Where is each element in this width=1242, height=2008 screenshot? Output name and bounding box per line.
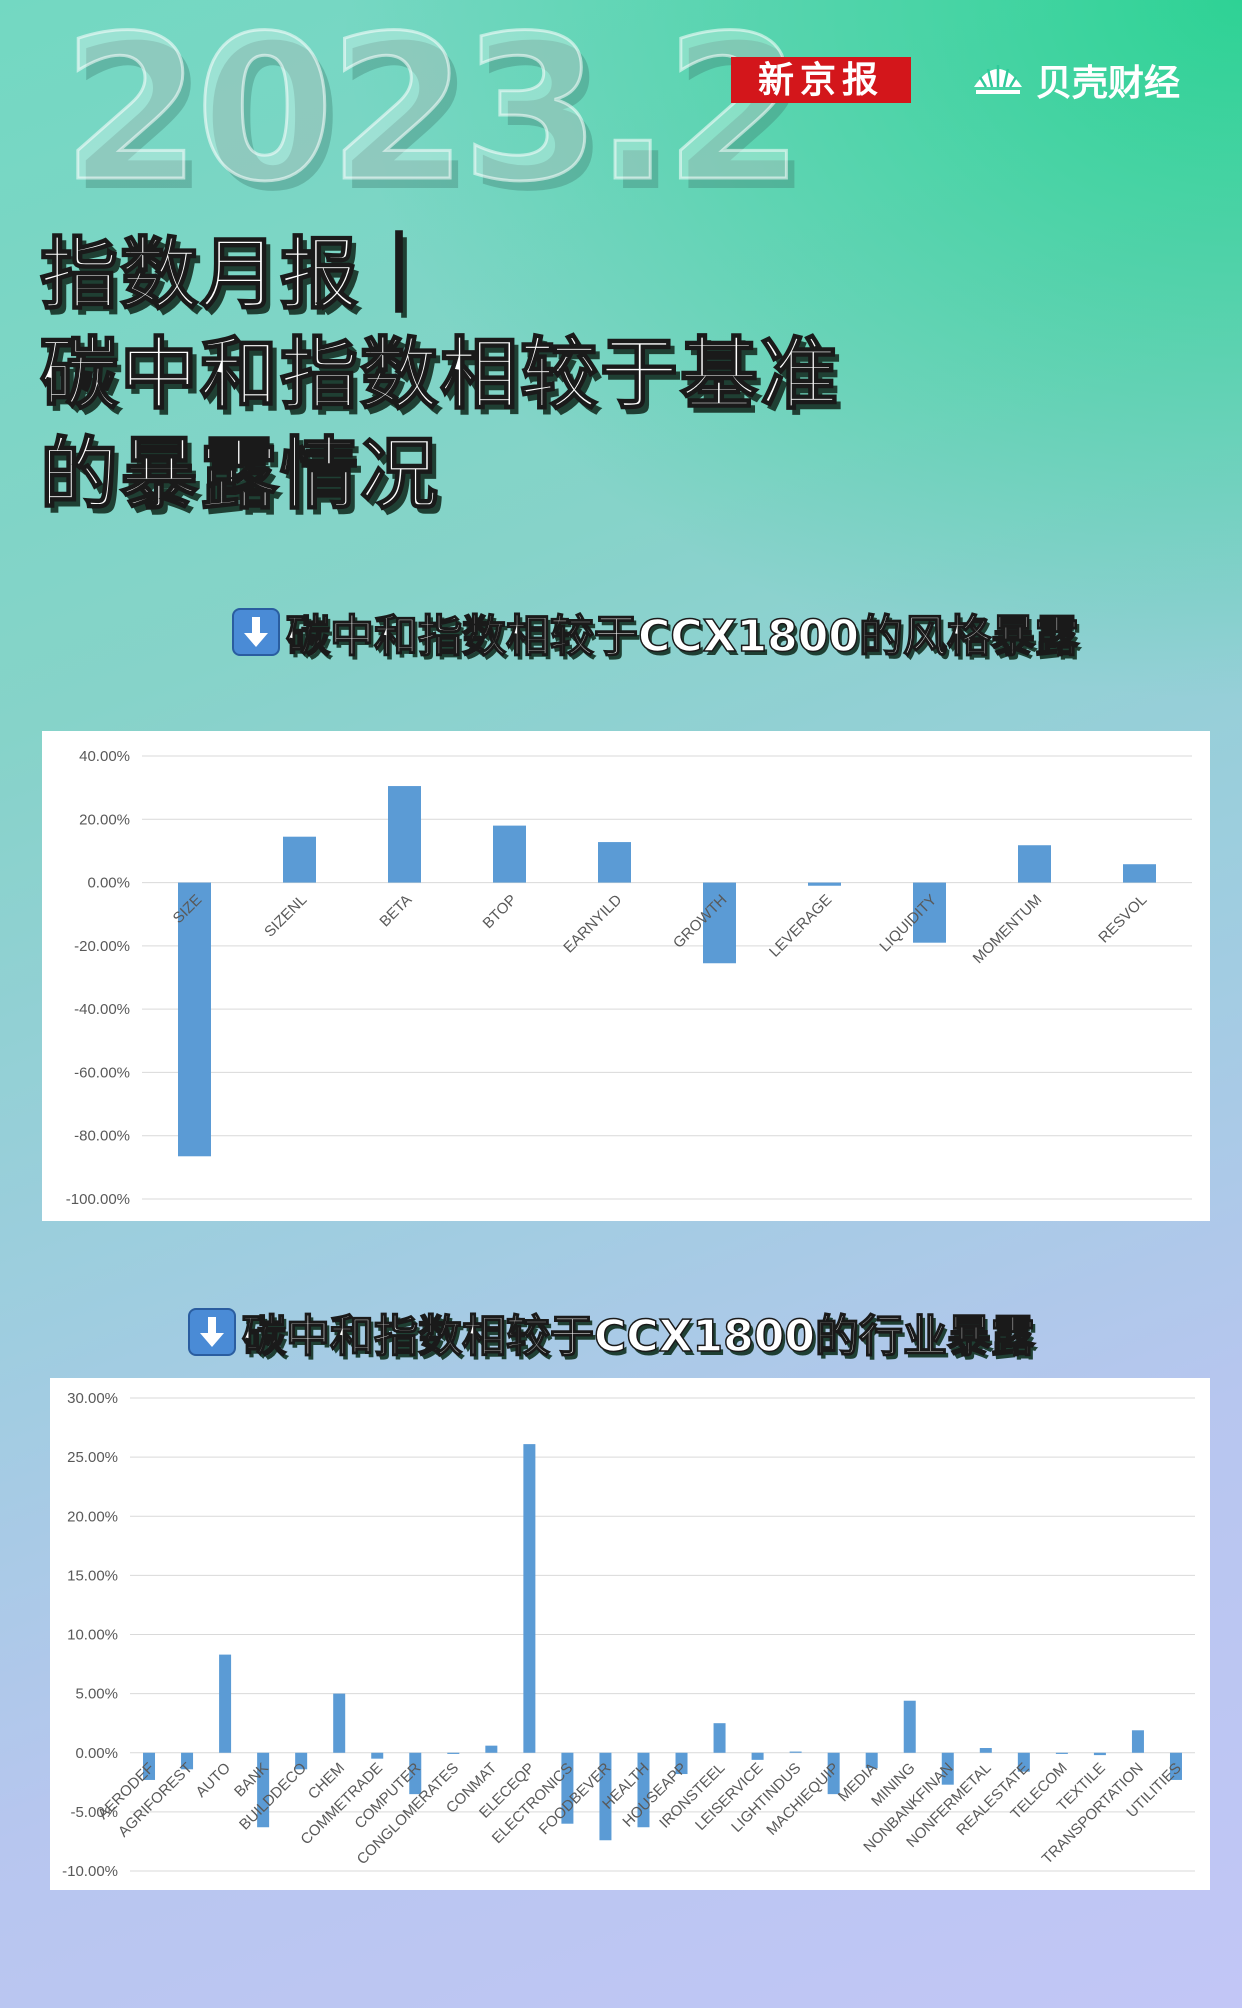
bar-utilities	[1169, 1752, 1182, 1780]
bar-media	[865, 1752, 878, 1769]
bar-telecom	[1055, 1752, 1068, 1754]
y-tick-label: -10.00%	[62, 1863, 118, 1880]
x-category-label: BTOP	[480, 891, 521, 932]
bar-realestate	[1017, 1752, 1030, 1772]
y-tick-label: 15.00%	[67, 1567, 118, 1584]
bar-lightindus	[789, 1751, 802, 1753]
y-tick-label: 25.00%	[67, 1449, 118, 1466]
y-tick-label: 5.00%	[75, 1686, 118, 1703]
bar-sizenl	[283, 836, 316, 883]
y-tick-label: -60.00%	[74, 1064, 130, 1081]
bar-beta	[388, 786, 421, 883]
bar-health	[637, 1752, 650, 1828]
industry-exposure-plot: 30.00% 25.00% 20.00% 15.00% 10.00% 5.00% 0.00%…	[62, 1390, 1195, 1880]
bar-auto	[219, 1654, 232, 1753]
xinjingbao-logo: 新京报	[731, 57, 911, 103]
bar-electronics	[561, 1752, 574, 1824]
x-category-label: EARNYILD	[560, 891, 625, 956]
x-category-label: BETA	[376, 891, 415, 930]
y-tick-label: 20.00%	[79, 811, 130, 828]
bar-ironsteel	[713, 1723, 726, 1753]
x-category-label: LEVERAGE	[766, 891, 835, 960]
year-watermark: 2023.2	[61, 0, 806, 226]
y-tick-label: -20.00%	[74, 938, 130, 955]
x-category-label: SIZENL	[261, 891, 310, 940]
y-tick-label: 20.00%	[67, 1508, 118, 1525]
title-line-3: 的暴露情况	[39, 430, 441, 520]
bar-foodbever	[599, 1752, 612, 1841]
industry-exposure-heading: 碳中和指数相较于CCX1800的行业暴露	[188, 1300, 1036, 1364]
y-tick-label: 30.00%	[67, 1390, 118, 1407]
bar-machiequip	[827, 1752, 840, 1795]
x-category-label: BUILDDECO	[236, 1760, 310, 1834]
x-category-label: AUTO	[193, 1760, 234, 1801]
title-line-2: 碳中和指数相较于基准	[39, 330, 841, 420]
y-tick-label: -40.00%	[74, 1001, 130, 1018]
down-arrow-icon	[232, 608, 280, 656]
bar-resvol	[1123, 864, 1156, 883]
bar-conmat	[485, 1745, 498, 1753]
bar-commetrade	[371, 1752, 384, 1759]
down-arrow-icon	[188, 1308, 236, 1356]
y-tick-label: 40.00%	[79, 748, 130, 765]
y-tick-label: 0.00%	[75, 1745, 118, 1762]
y-tick-label: 10.00%	[67, 1627, 118, 1644]
bar-liquidity	[913, 882, 946, 943]
bar-conglomerates	[447, 1752, 460, 1754]
bar-chem	[333, 1693, 346, 1753]
bar-agriforest	[181, 1752, 194, 1770]
bar-mining	[903, 1700, 916, 1753]
y-tick-label: -100.00%	[66, 1191, 130, 1208]
bar-eleceqp	[523, 1444, 536, 1753]
x-category-label: MOMENTUM	[970, 891, 1046, 967]
bar-aerodef	[143, 1752, 156, 1780]
bar-textile	[1093, 1752, 1106, 1756]
industry-exposure-title: 碳中和指数相较于CCX1800的行业暴露	[241, 1310, 1035, 1363]
style-exposure-chart: 40.00% 20.00% 0.00% -20.00% -40.00% -60.00% -8…	[42, 731, 1210, 1221]
style-exposure-heading: 碳中和指数相较于CCX1800的风格暴露	[232, 600, 1080, 664]
bar-nonbankfinan	[941, 1752, 954, 1785]
industry-exposure-chart: 30.00% 25.00% 20.00% 15.00% 10.00% 5.00% 0.00%…	[50, 1378, 1210, 1890]
bar-momentum	[1018, 845, 1051, 883]
shell-icon	[974, 65, 1022, 94]
beike-caijing-logo: 贝壳财经	[970, 52, 1180, 108]
bar-earnyild	[598, 842, 631, 883]
x-category-label: RESVOL	[1095, 891, 1150, 946]
bar-houseapp	[675, 1752, 688, 1775]
style-exposure-plot: 40.00% 20.00% 0.00% -20.00% -40.00% -60.00% -8…	[66, 748, 1192, 1208]
y-tick-label: 0.00%	[87, 875, 130, 892]
beike-caijing-text: 贝壳财经	[1036, 63, 1181, 104]
bar-nonfermetal	[979, 1748, 992, 1753]
y-tick-label: -80.00%	[74, 1128, 130, 1145]
bar-growth	[703, 882, 736, 964]
y-tick-label: -5.00%	[70, 1804, 118, 1821]
bar-size	[178, 882, 211, 1157]
bar-builddeco	[295, 1752, 308, 1770]
bar-bank	[257, 1752, 270, 1828]
title-line-1: 指数月报｜	[39, 230, 441, 320]
bar-leverage	[808, 882, 841, 886]
bar-leiservice	[751, 1752, 764, 1760]
bar-transportation	[1131, 1730, 1144, 1753]
style-exposure-title: 碳中和指数相较于CCX1800的风格暴露	[285, 610, 1079, 663]
bar-computer	[409, 1752, 422, 1795]
bar-btop	[493, 825, 526, 883]
